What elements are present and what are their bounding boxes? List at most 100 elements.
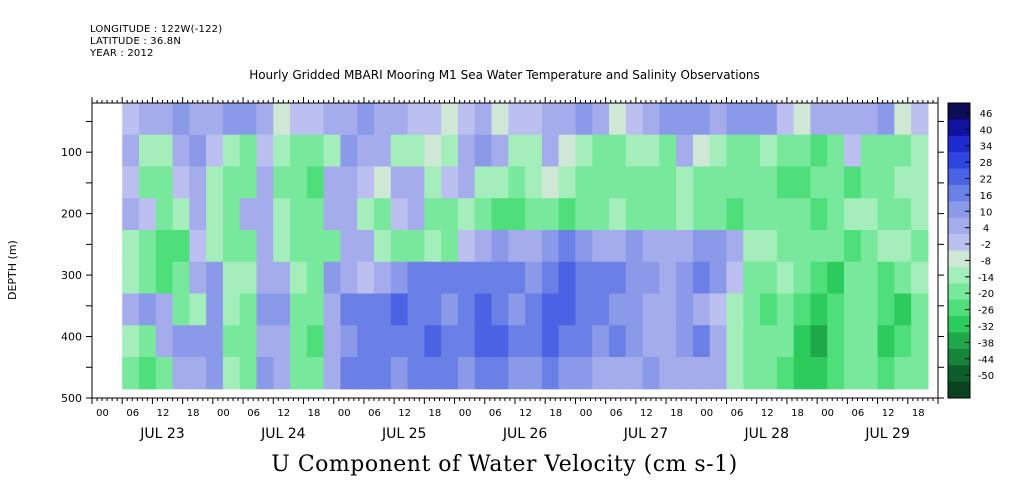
heatmap-cell <box>911 325 929 358</box>
heatmap-cell <box>743 230 761 263</box>
heatmap-cell <box>911 166 929 199</box>
x-hour-tick-label: 12 <box>761 408 774 419</box>
heatmap-cell <box>726 134 744 168</box>
heatmap-cell <box>642 103 660 136</box>
colorbar-swatch <box>948 365 970 383</box>
y-tick-label: 100 <box>61 146 82 159</box>
colorbar-swatch <box>948 316 970 333</box>
heatmap-cell <box>793 293 812 326</box>
heatmap-cell <box>474 230 493 263</box>
heatmap-cell <box>340 198 358 231</box>
colorbar-label: 4 <box>983 224 989 235</box>
heatmap-cell <box>390 261 409 295</box>
heatmap-cell <box>256 293 274 326</box>
heatmap-cell <box>558 230 577 263</box>
heatmap-cell <box>558 261 577 295</box>
heatmap-cell <box>357 293 375 326</box>
heatmap-cell <box>894 325 912 358</box>
heatmap-cell <box>625 103 644 136</box>
x-hour-tick-label: 06 <box>731 408 744 419</box>
heatmap-cell <box>844 198 862 231</box>
colorbar-label: -20 <box>978 289 994 300</box>
heatmap-cell <box>172 325 190 358</box>
heatmap-cell <box>374 134 392 168</box>
colorbar-label: -8 <box>981 256 991 267</box>
heatmap-cell <box>743 198 761 231</box>
heatmap-cell <box>625 166 644 199</box>
heatmap-cell <box>541 134 560 168</box>
heatmap-cell <box>306 261 325 295</box>
heatmap-cell <box>357 357 375 390</box>
colorbar-swatch <box>948 184 970 202</box>
x-hour-tick-label: 12 <box>157 408 170 419</box>
heatmap-cell <box>306 293 325 326</box>
colorbar-swatch <box>948 103 970 120</box>
heatmap-cell <box>894 230 912 263</box>
heatmap-cell <box>541 166 560 199</box>
heatmap-cell <box>239 230 258 263</box>
heatmap-cell <box>239 166 258 199</box>
heatmap-cell <box>911 357 929 390</box>
heatmap-cell <box>894 103 912 136</box>
colorbar-swatch <box>948 299 970 317</box>
heatmap-cell <box>827 134 845 168</box>
heatmap-cell <box>457 325 476 358</box>
heatmap-cell <box>860 230 879 263</box>
chart-caption: U Component of Water Velocity (cm s-1) <box>271 452 738 477</box>
heatmap-cell <box>407 261 425 295</box>
colorbar-swatch <box>948 135 970 153</box>
heatmap-cell <box>625 230 644 263</box>
heatmap-cell <box>273 230 291 263</box>
heatmap-cell <box>642 198 660 231</box>
colorbar-label: -38 <box>978 338 994 349</box>
heatmap-cell <box>206 103 224 136</box>
heatmap-cell <box>457 357 476 390</box>
y-tick-label: 500 <box>61 392 82 405</box>
heatmap-cell <box>206 293 224 326</box>
heatmap-cell <box>575 357 593 390</box>
heatmap-cell <box>844 261 862 295</box>
heatmap-cell <box>911 198 929 231</box>
heatmap-cell <box>844 293 862 326</box>
heatmap-cell <box>441 166 459 199</box>
x-hour-tick-label: 00 <box>459 408 472 419</box>
heatmap-cell <box>810 261 828 295</box>
heatmap-cell <box>407 134 425 168</box>
year-label: YEAR : 2012 <box>90 48 154 59</box>
heatmap-cell <box>827 166 845 199</box>
heatmap-cell <box>441 261 459 295</box>
heatmap-cell <box>575 134 593 168</box>
heatmap-cell <box>575 198 593 231</box>
heatmap-cell <box>760 230 778 263</box>
heatmap-cell <box>139 103 157 136</box>
heatmap-cell <box>659 261 677 295</box>
heatmap-cell <box>290 103 308 136</box>
heatmap-cell <box>760 293 778 326</box>
heatmap-cell <box>139 293 157 326</box>
heatmap-cell <box>457 134 476 168</box>
heatmap-cell <box>424 357 442 390</box>
colorbar-label: 28 <box>980 158 993 169</box>
heatmap-cell <box>659 198 677 231</box>
heatmap-cell <box>374 103 392 136</box>
heatmap-cell <box>894 293 912 326</box>
heatmap-cell <box>793 134 812 168</box>
heatmap-cell <box>357 134 375 168</box>
heatmap-cell <box>323 357 342 390</box>
heatmap-cell <box>424 166 442 199</box>
heatmap-cell <box>609 261 627 295</box>
heatmap-cell <box>256 325 274 358</box>
heatmap-cell <box>760 103 778 136</box>
colorbar-label: -44 <box>978 355 994 366</box>
heatmap-cell <box>172 357 190 390</box>
x-hour-tick-label: 06 <box>610 408 623 419</box>
colorbar-swatch <box>948 266 970 284</box>
heatmap-cell <box>911 261 929 295</box>
x-hour-tick-label: 06 <box>852 408 865 419</box>
heatmap-cell <box>911 134 929 168</box>
heatmap-cell <box>155 198 174 231</box>
heatmap-cell <box>558 357 577 390</box>
heatmap-cell <box>374 166 392 199</box>
heatmap-cell <box>760 357 778 390</box>
